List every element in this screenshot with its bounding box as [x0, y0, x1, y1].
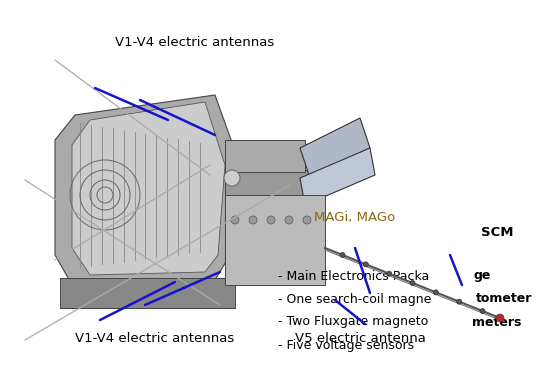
Bar — [225, 170, 310, 280]
Text: - Two Fluxgate magneto: - Two Fluxgate magneto — [278, 315, 429, 328]
Circle shape — [433, 290, 438, 295]
Text: V1-V4 electric antennas: V1-V4 electric antennas — [75, 332, 234, 345]
Circle shape — [285, 216, 293, 224]
Text: tometer: tometer — [476, 292, 533, 306]
Text: SCM: SCM — [481, 225, 513, 238]
Polygon shape — [300, 148, 375, 205]
Circle shape — [224, 170, 240, 186]
Circle shape — [363, 262, 368, 267]
Polygon shape — [55, 95, 240, 290]
Text: - Five voltage sensors: - Five voltage sensors — [278, 339, 414, 351]
Text: - Main Electronics Packa: - Main Electronics Packa — [278, 270, 429, 282]
Text: - One search-coil magne: - One search-coil magne — [278, 292, 431, 306]
Circle shape — [480, 309, 485, 314]
Text: MAGi, MAGo: MAGi, MAGo — [314, 211, 396, 225]
Polygon shape — [72, 102, 225, 275]
Polygon shape — [300, 118, 370, 178]
Text: V5 electric antenna: V5 electric antenna — [294, 332, 425, 345]
Bar — [225, 195, 325, 285]
Circle shape — [410, 280, 415, 285]
Bar — [60, 278, 235, 308]
Circle shape — [340, 252, 345, 258]
Text: ge: ge — [473, 270, 490, 282]
Text: meters: meters — [472, 315, 521, 328]
Circle shape — [249, 216, 257, 224]
Circle shape — [496, 314, 504, 322]
Circle shape — [386, 271, 392, 276]
Text: V1-V4 electric antennas: V1-V4 electric antennas — [115, 36, 275, 48]
Circle shape — [457, 299, 462, 304]
Circle shape — [303, 216, 311, 224]
Circle shape — [231, 216, 239, 224]
Circle shape — [267, 216, 275, 224]
Bar — [225, 140, 305, 172]
